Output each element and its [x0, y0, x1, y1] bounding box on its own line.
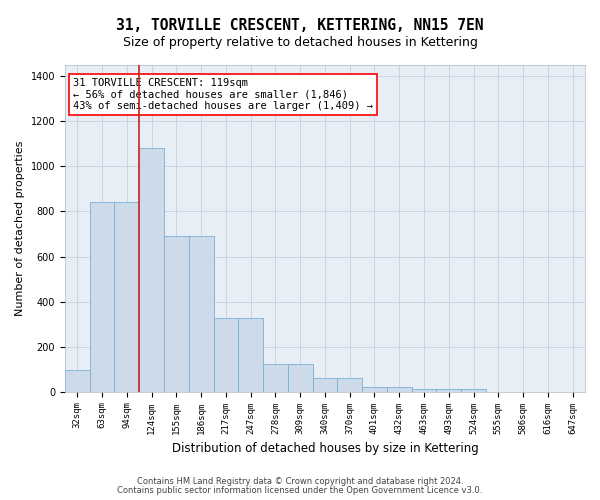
Bar — [189, 236, 214, 392]
Bar — [412, 390, 436, 392]
Bar — [436, 390, 461, 392]
Bar — [362, 387, 387, 392]
Bar — [65, 370, 89, 392]
Y-axis label: Number of detached properties: Number of detached properties — [15, 140, 25, 316]
Bar — [164, 236, 189, 392]
Text: 31, TORVILLE CRESCENT, KETTERING, NN15 7EN: 31, TORVILLE CRESCENT, KETTERING, NN15 7… — [116, 18, 484, 32]
Text: Contains public sector information licensed under the Open Government Licence v3: Contains public sector information licen… — [118, 486, 482, 495]
Bar — [263, 364, 288, 392]
Bar — [288, 364, 313, 392]
Bar — [387, 387, 412, 392]
Text: Size of property relative to detached houses in Kettering: Size of property relative to detached ho… — [122, 36, 478, 49]
Text: 31 TORVILLE CRESCENT: 119sqm
← 56% of detached houses are smaller (1,846)
43% of: 31 TORVILLE CRESCENT: 119sqm ← 56% of de… — [73, 78, 373, 112]
Text: Contains HM Land Registry data © Crown copyright and database right 2024.: Contains HM Land Registry data © Crown c… — [137, 477, 463, 486]
Bar — [238, 318, 263, 392]
Bar — [461, 390, 486, 392]
Bar — [337, 378, 362, 392]
Bar — [115, 202, 139, 392]
X-axis label: Distribution of detached houses by size in Kettering: Distribution of detached houses by size … — [172, 442, 478, 455]
Bar — [214, 318, 238, 392]
Bar — [89, 202, 115, 392]
Bar — [139, 148, 164, 392]
Bar — [313, 378, 337, 392]
